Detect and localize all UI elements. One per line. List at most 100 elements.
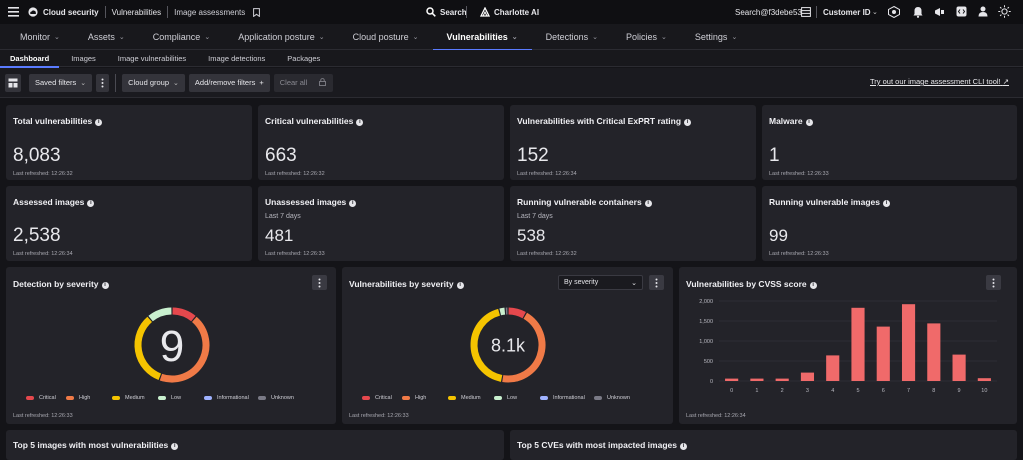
breadcrumb-vulnerabilities[interactable]: Vulnerabilities — [112, 8, 162, 17]
info-icon[interactable]: i — [95, 119, 102, 126]
nav-monitor[interactable]: Monitor⌄ — [6, 24, 74, 50]
customer-id-dropdown[interactable]: Customer ID — [823, 8, 871, 17]
donut-segment-low[interactable] — [151, 311, 172, 319]
search-icon[interactable] — [426, 7, 436, 17]
tab-dashboard[interactable]: Dashboard — [0, 50, 59, 67]
clear-all-button[interactable]: Clear all — [274, 74, 333, 92]
legend-item-unknown[interactable]: Unknown — [258, 395, 298, 401]
legend-item-high[interactable]: High — [402, 395, 448, 401]
legend-item-high[interactable]: High — [66, 395, 112, 401]
bar-cvss-5[interactable] — [851, 308, 864, 381]
tab-image-vulnerabilities[interactable]: Image vulnerabilities — [108, 50, 196, 67]
bar-cvss-8[interactable] — [927, 323, 940, 381]
info-icon[interactable]: i — [810, 282, 817, 289]
charlotte-ai-icon[interactable] — [480, 7, 490, 17]
info-icon[interactable]: i — [680, 443, 687, 450]
user-icon[interactable] — [978, 6, 988, 17]
chevron-down-icon[interactable]: ⌄ — [872, 8, 878, 16]
card-value: 152 — [517, 145, 549, 167]
code-icon[interactable] — [956, 6, 967, 17]
donut-segment-medium[interactable] — [138, 319, 160, 376]
megaphone-icon[interactable] — [934, 7, 945, 17]
panel-menu-button[interactable] — [986, 275, 1001, 290]
legend-item-critical[interactable]: Critical — [362, 395, 402, 401]
filter-more-button[interactable] — [96, 74, 109, 92]
nav-compliance[interactable]: Compliance⌄ — [139, 24, 224, 50]
product-name[interactable]: Cloud security — [43, 8, 99, 17]
search-button[interactable]: Search — [440, 8, 467, 17]
critical-exprt-card[interactable]: Vulnerabilities with Critical ExPRT rati… — [510, 105, 756, 180]
legend-item-medium[interactable]: Medium — [112, 395, 158, 401]
bar-cvss-3[interactable] — [801, 373, 814, 381]
info-icon[interactable]: i — [356, 119, 363, 126]
add-remove-filters-button[interactable]: Add/remove filters+ — [189, 74, 270, 92]
sun-icon[interactable] — [998, 5, 1011, 18]
nav-settings[interactable]: Settings⌄ — [681, 24, 751, 50]
donut-segment-critical[interactable] — [509, 311, 525, 315]
search-user-field[interactable]: Search@f3debe53 — [735, 8, 802, 17]
detection-donut-chart[interactable]: 9 — [130, 303, 214, 387]
panel-menu-button[interactable] — [312, 275, 327, 290]
panel-menu-button[interactable] — [649, 275, 664, 290]
info-icon[interactable]: i — [684, 119, 691, 126]
info-icon[interactable]: i — [645, 200, 652, 207]
bar-cvss-4[interactable] — [826, 355, 839, 381]
cloud-group-filter[interactable]: Cloud group⌄ — [122, 74, 185, 92]
nav-application-posture[interactable]: Application posture⌄ — [224, 24, 338, 50]
donut-segment-critical[interactable] — [173, 311, 194, 319]
saved-filters-button[interactable]: Saved filters⌄ — [29, 74, 92, 92]
legend-item-unknown[interactable]: Unknown — [594, 395, 634, 401]
table-icon[interactable] — [801, 7, 811, 17]
info-icon[interactable]: i — [87, 200, 94, 207]
legend-item-low[interactable]: Low — [158, 395, 204, 401]
info-icon[interactable]: i — [349, 200, 356, 207]
bar-cvss-7[interactable] — [902, 304, 915, 381]
hamburger-menu-icon[interactable] — [8, 7, 19, 17]
nav-assets[interactable]: Assets⌄ — [74, 24, 139, 50]
nav-detections[interactable]: Detections⌄ — [532, 24, 612, 50]
bar-cvss-1[interactable] — [750, 379, 763, 381]
cli-tool-link[interactable]: Try out our image assessment CLI tool! ↗ — [870, 77, 1009, 86]
legend-item-informational[interactable]: Informational — [540, 395, 594, 401]
severity-grouping-select[interactable]: By severity⌄ — [558, 275, 643, 290]
legend-label: Unknown — [607, 395, 630, 401]
bar-cvss-9[interactable] — [953, 355, 966, 381]
info-icon[interactable]: i — [806, 119, 813, 126]
vulnerability-donut-chart[interactable]: 8.1k — [466, 303, 550, 387]
bar-cvss-10[interactable] — [978, 378, 991, 381]
legend-label: Informational — [217, 395, 249, 401]
bar-cvss-6[interactable] — [877, 327, 890, 381]
nav-cloud-posture[interactable]: Cloud posture⌄ — [339, 24, 433, 50]
nav-policies[interactable]: Policies⌄ — [612, 24, 681, 50]
bookmark-icon[interactable] — [253, 8, 260, 17]
legend-item-informational[interactable]: Informational — [204, 395, 258, 401]
info-icon[interactable]: i — [171, 443, 178, 450]
donut-segment-low[interactable] — [500, 311, 505, 312]
legend-item-medium[interactable]: Medium — [448, 395, 494, 401]
shield-badge-icon[interactable] — [888, 6, 900, 18]
layout-toggle-button[interactable] — [5, 74, 21, 92]
nav-vulnerabilities[interactable]: Vulnerabilities⌄ — [433, 24, 532, 50]
info-icon[interactable]: i — [457, 282, 464, 289]
tab-image-detections[interactable]: Image detections — [198, 50, 275, 67]
legend-item-critical[interactable]: Critical — [26, 395, 66, 401]
tab-packages[interactable]: Packages — [277, 50, 330, 67]
bar-cvss-0[interactable] — [725, 379, 738, 381]
bell-icon[interactable] — [913, 6, 923, 18]
last-refreshed: Last refreshed: 12:26:33 — [349, 413, 409, 419]
charlotte-ai-button[interactable]: Charlotte AI — [494, 8, 539, 17]
info-icon[interactable]: i — [883, 200, 890, 207]
info-icon[interactable]: i — [102, 282, 109, 289]
bar-cvss-2[interactable] — [776, 379, 789, 381]
legend-item-low[interactable]: Low — [494, 395, 540, 401]
tab-images[interactable]: Images — [61, 50, 106, 67]
